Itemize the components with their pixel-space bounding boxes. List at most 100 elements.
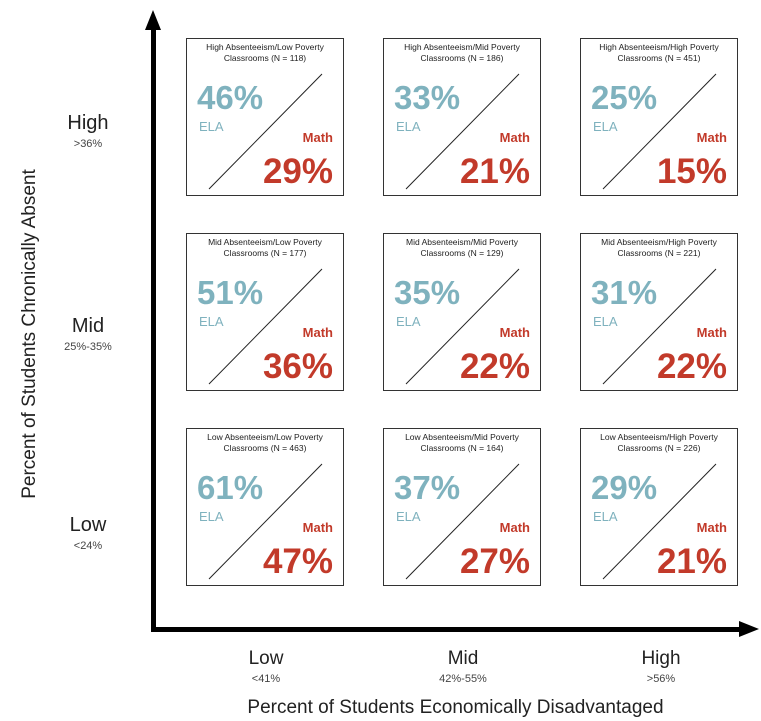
- row-label-low: Low <24%: [48, 514, 128, 552]
- math-percent: 36%: [262, 347, 333, 386]
- ela-percent: 61%: [197, 469, 264, 506]
- cell-diagonal: [208, 73, 323, 190]
- ela-percent: 29%: [591, 469, 658, 506]
- column-label-mid: Mid 42%-55%: [403, 648, 523, 685]
- cell-title: Low Absenteeism/High Poverty Classrooms …: [581, 432, 737, 454]
- ela-percent: 25%: [591, 79, 658, 116]
- cell-diagonal: [602, 268, 717, 385]
- ela-label: ELA: [396, 119, 421, 134]
- cell-diagonal: [602, 73, 717, 190]
- column-label-text: Mid: [447, 648, 479, 669]
- math-percent: 21%: [459, 152, 530, 191]
- ela-percent: 37%: [394, 469, 461, 506]
- cell-title-line2: Classrooms (N = 226): [617, 443, 701, 453]
- cell-diagonal: [405, 73, 520, 190]
- math-label: Math: [499, 325, 530, 340]
- ela-percent: 51%: [197, 274, 264, 311]
- cell-title-line2: Classrooms (N = 164): [420, 443, 504, 453]
- cell-title-line1: Low Absenteeism/Mid Poverty: [405, 432, 519, 442]
- y-axis-arrowhead: [145, 10, 161, 30]
- cell-title-line1: High Absenteeism/Low Poverty: [206, 42, 324, 52]
- cell-low-absenteeism-high-poverty: Low Absenteeism/High Poverty Classrooms …: [580, 428, 738, 586]
- cell-title: Mid Absenteeism/High Poverty Classrooms …: [581, 237, 737, 259]
- column-label-high: High >56%: [601, 648, 721, 685]
- math-percent: 47%: [262, 542, 333, 581]
- cell-title-line1: Low Absenteeism/High Poverty: [600, 432, 718, 442]
- row-label-text: Mid: [71, 315, 105, 337]
- ela-percent: 31%: [591, 274, 658, 311]
- math-label: Math: [499, 520, 530, 535]
- cell-low-absenteeism-mid-poverty: Low Absenteeism/Mid Poverty Classrooms (…: [383, 428, 541, 586]
- math-label: Math: [302, 130, 333, 145]
- row-label-range: >36%: [73, 138, 103, 150]
- row-label-text: High: [67, 112, 109, 134]
- row-label-range: <24%: [73, 540, 103, 552]
- math-percent: 22%: [459, 347, 530, 386]
- cell-high-absenteeism-mid-poverty: High Absenteeism/Mid Poverty Classrooms …: [383, 38, 541, 196]
- cell-high-absenteeism-low-poverty: High Absenteeism/Low Poverty Classrooms …: [186, 38, 344, 196]
- row-label-text: Low: [69, 514, 107, 536]
- cell-mid-absenteeism-mid-poverty: Mid Absenteeism/Mid Poverty Classrooms (…: [383, 233, 541, 391]
- x-axis-title: Percent of Students Economically Disadva…: [247, 697, 664, 718]
- cell-title-line2: Classrooms (N = 177): [223, 248, 307, 258]
- cell-title-line2: Classrooms (N = 463): [223, 443, 307, 453]
- ela-label: ELA: [396, 509, 421, 524]
- ela-label: ELA: [593, 314, 618, 329]
- ela-label: ELA: [199, 119, 224, 134]
- cell-title-line2: Classrooms (N = 129): [420, 248, 504, 258]
- cell-title-line1: High Absenteeism/Mid Poverty: [404, 42, 520, 52]
- ela-label: ELA: [396, 314, 421, 329]
- cell-title-line1: Low Absenteeism/Low Poverty: [207, 432, 323, 442]
- row-label-high: High >36%: [48, 112, 128, 150]
- math-label: Math: [499, 130, 530, 145]
- y-axis-line: [151, 26, 156, 632]
- cell-title: Mid Absenteeism/Mid Poverty Classrooms (…: [384, 237, 540, 259]
- cell-low-absenteeism-low-poverty: Low Absenteeism/Low Poverty Classrooms (…: [186, 428, 344, 586]
- cell-diagonal: [405, 463, 520, 580]
- math-label: Math: [696, 130, 727, 145]
- math-label: Math: [302, 325, 333, 340]
- cell-title-line2: Classrooms (N = 221): [617, 248, 701, 258]
- cell-title-line2: Classrooms (N = 451): [617, 53, 701, 63]
- cell-diagonal: [208, 268, 323, 385]
- ela-percent: 46%: [197, 79, 264, 116]
- math-label: Math: [302, 520, 333, 535]
- column-label-range: 42%-55%: [439, 673, 487, 685]
- cell-mid-absenteeism-low-poverty: Mid Absenteeism/Low Poverty Classrooms (…: [186, 233, 344, 391]
- cell-title: Mid Absenteeism/Low Poverty Classrooms (…: [187, 237, 343, 259]
- y-axis-title: Percent of Students Chronically Absent: [19, 169, 40, 499]
- column-label-low: Low <41%: [206, 648, 326, 685]
- x-axis-line: [151, 627, 741, 632]
- column-label-text: Low: [248, 648, 284, 669]
- row-label-mid: Mid 25%-35%: [48, 315, 128, 353]
- math-percent: 29%: [262, 152, 333, 191]
- column-label-range: <41%: [251, 673, 281, 685]
- cell-title-line2: Classrooms (N = 186): [420, 53, 504, 63]
- cell-diagonal: [208, 463, 323, 580]
- cell-mid-absenteeism-high-poverty: Mid Absenteeism/High Poverty Classrooms …: [580, 233, 738, 391]
- math-percent: 22%: [656, 347, 727, 386]
- cell-diagonal: [602, 463, 717, 580]
- math-percent: 21%: [656, 542, 727, 581]
- ela-label: ELA: [199, 509, 224, 524]
- cell-title: Low Absenteeism/Mid Poverty Classrooms (…: [384, 432, 540, 454]
- math-label: Math: [696, 520, 727, 535]
- cell-diagonal: [405, 268, 520, 385]
- ela-label: ELA: [199, 314, 224, 329]
- cell-title-line1: Mid Absenteeism/Low Poverty: [208, 237, 322, 247]
- cell-title: High Absenteeism/Mid Poverty Classrooms …: [384, 42, 540, 64]
- ela-percent: 33%: [394, 79, 461, 116]
- math-percent: 15%: [656, 152, 727, 191]
- math-label: Math: [696, 325, 727, 340]
- ela-percent: 35%: [394, 274, 461, 311]
- cell-title: Low Absenteeism/Low Poverty Classrooms (…: [187, 432, 343, 454]
- cell-title-line1: Mid Absenteeism/High Poverty: [601, 237, 717, 247]
- ela-label: ELA: [593, 509, 618, 524]
- column-label-text: High: [641, 648, 681, 669]
- cell-title-line2: Classrooms (N = 118): [223, 53, 307, 63]
- math-percent: 27%: [459, 542, 530, 581]
- ela-label: ELA: [593, 119, 618, 134]
- cell-title: High Absenteeism/Low Poverty Classrooms …: [187, 42, 343, 64]
- cell-title: High Absenteeism/High Poverty Classrooms…: [581, 42, 737, 64]
- cell-title-line1: High Absenteeism/High Poverty: [599, 42, 719, 52]
